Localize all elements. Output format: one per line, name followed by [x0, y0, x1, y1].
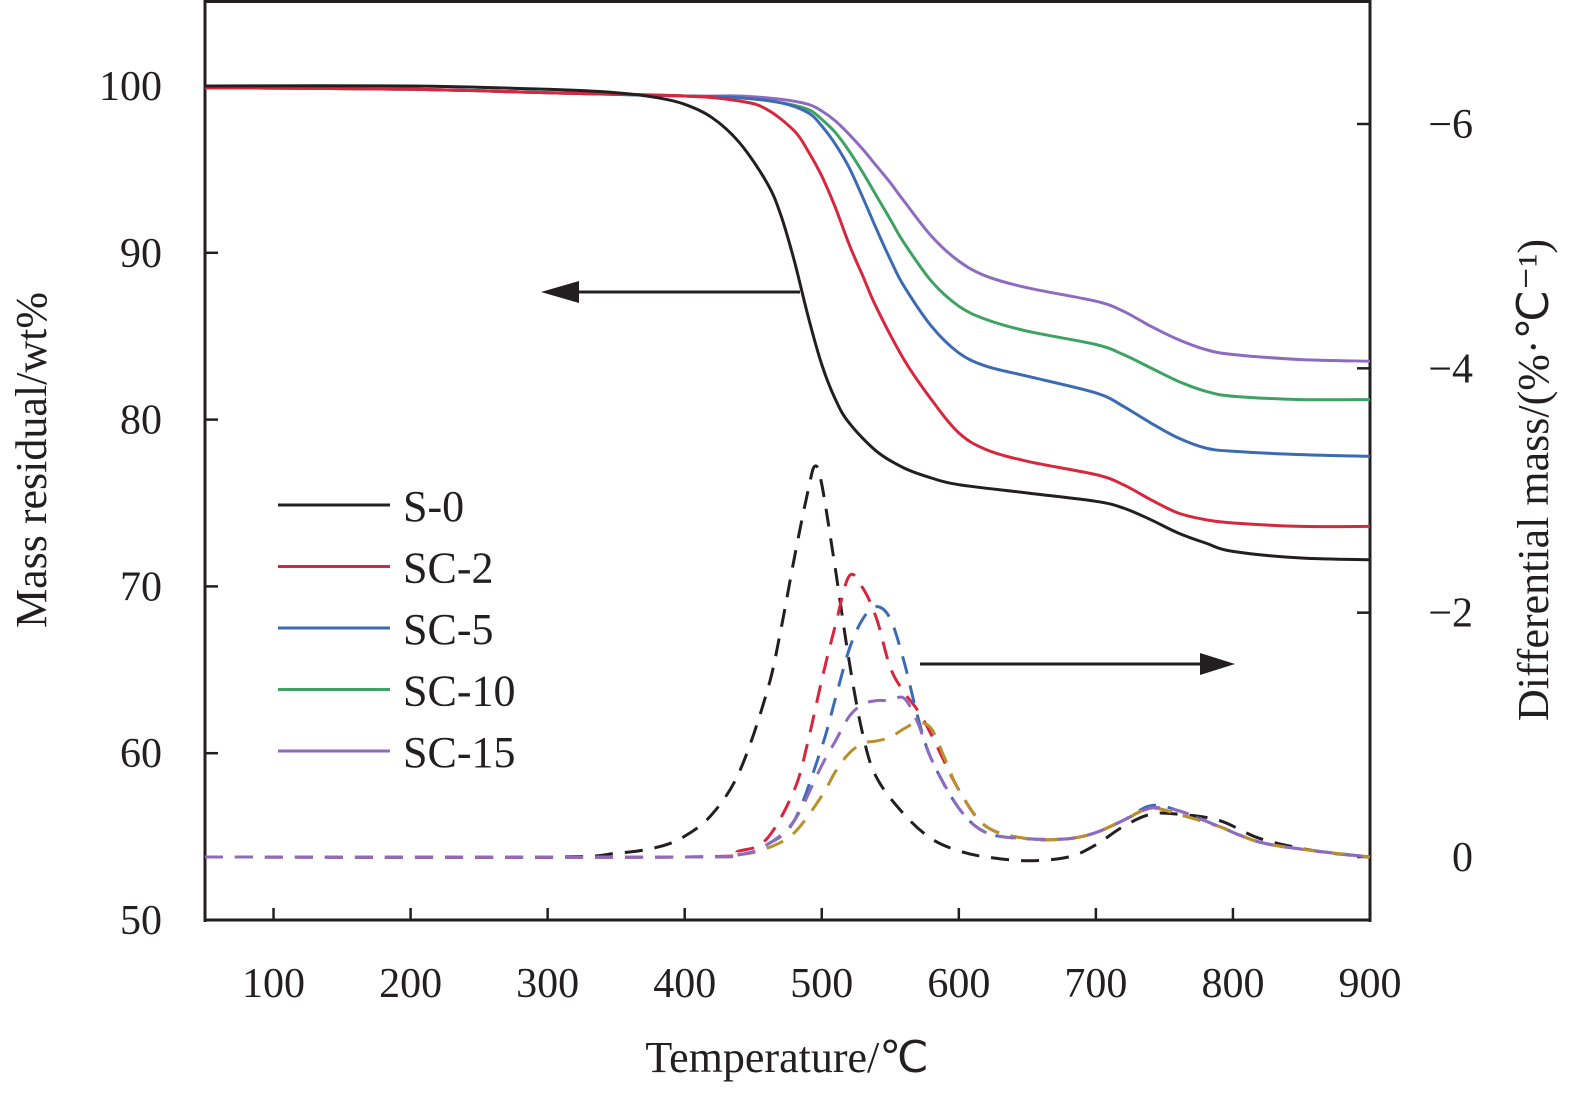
tg-line-sc-2	[204, 86, 1371, 529]
legend-label-s-0: S-0	[403, 482, 464, 531]
left-y-axis-title: Mass residual/wt%	[7, 292, 56, 628]
x-tick-label: 100	[242, 961, 305, 1007]
legend: S-0 SC-2 SC-5 SC-10 SC-15	[278, 482, 515, 777]
plot-frame	[203, 0, 1372, 922]
tg-line-sc-15	[204, 86, 1371, 363]
right-y-tick-label: −2	[1428, 591, 1473, 637]
right-y-tick-label: 0	[1452, 835, 1473, 881]
x-tick-label: 700	[1064, 961, 1127, 1007]
left-y-tick-label: 50	[120, 898, 162, 944]
x-tick-label: 600	[927, 961, 990, 1007]
x-tick-label: 500	[790, 961, 853, 1007]
left-y-axis-ticks: 100 90 80 70 60 50	[99, 64, 218, 944]
dtg-line-sc-10	[204, 721, 1371, 859]
x-axis-ticks: 100 200 300 400 500 600 700 800 900	[242, 908, 1402, 1007]
legend-label-sc-10: SC-10	[403, 667, 515, 716]
tg-line-sc-10	[204, 86, 1371, 402]
legend-label-sc-5: SC-5	[403, 605, 493, 654]
dtg-line-s-0	[204, 464, 1371, 863]
right-y-axis-title: Differential mass/(%·℃⁻¹)	[1509, 239, 1558, 721]
right-y-axis-ticks: −6 −4 −2 0	[1357, 102, 1473, 881]
tg-line-s-0	[204, 84, 1371, 562]
legend-label-sc-2: SC-2	[403, 544, 493, 593]
x-tick-label: 900	[1339, 961, 1402, 1007]
axis-arrows	[541, 281, 1235, 675]
x-tick-label: 200	[379, 961, 442, 1007]
left-y-tick-label: 80	[120, 398, 162, 444]
x-tick-label: 800	[1201, 961, 1264, 1007]
left-y-tick-label: 100	[99, 64, 162, 110]
left-y-tick-label: 60	[120, 731, 162, 777]
dtg-series-group	[204, 464, 1371, 863]
tg-series-group	[204, 84, 1371, 562]
left-y-tick-label: 90	[120, 231, 162, 277]
right-y-tick-label: −6	[1428, 102, 1473, 148]
x-tick-label: 400	[653, 961, 716, 1007]
dtg-line-sc-5	[204, 605, 1371, 859]
x-axis-title: Temperature/℃	[645, 1033, 928, 1082]
left-arrow-head-icon	[541, 281, 579, 303]
left-y-tick-label: 70	[120, 564, 162, 610]
x-tick-label: 300	[516, 961, 579, 1007]
tg-line-sc-5	[204, 86, 1371, 458]
right-arrow-head-icon	[1200, 653, 1235, 675]
dtg-line-sc-15	[204, 695, 1371, 859]
right-y-tick-label: −4	[1428, 346, 1473, 392]
legend-label-sc-15: SC-15	[403, 728, 515, 777]
